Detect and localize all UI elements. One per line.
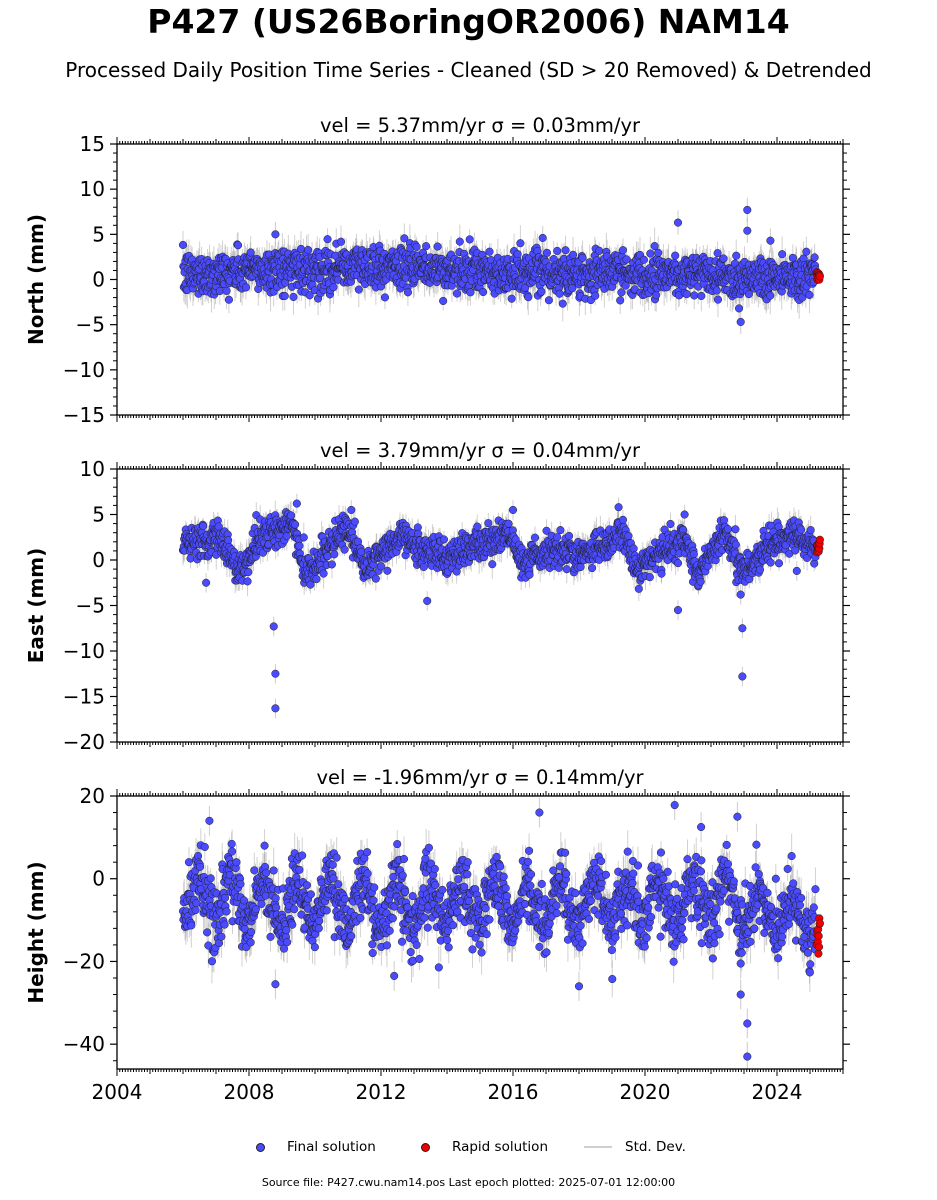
final-point bbox=[732, 251, 741, 260]
final-point-outlier bbox=[743, 226, 752, 235]
final-point bbox=[178, 240, 188, 249]
final-point-outlier bbox=[673, 218, 683, 227]
final-point bbox=[465, 235, 474, 244]
final-point bbox=[622, 255, 631, 264]
final-point bbox=[639, 255, 648, 264]
final-point bbox=[329, 283, 338, 292]
final-point bbox=[241, 283, 251, 292]
final-point bbox=[788, 253, 797, 262]
final-point-outlier bbox=[766, 236, 775, 245]
chart-title: P427 (US26BoringOR2006) NAM14 bbox=[147, 2, 790, 41]
final-point bbox=[400, 234, 409, 243]
chart-subtitle: Processed Daily Position Time Series - C… bbox=[65, 58, 872, 82]
y-tick-label: 0 bbox=[92, 268, 105, 292]
final-point bbox=[452, 289, 462, 298]
final-point-outlier bbox=[735, 304, 744, 313]
final-point bbox=[537, 287, 546, 296]
final-point bbox=[616, 296, 625, 305]
final-point bbox=[713, 249, 722, 258]
final-point-outlier bbox=[743, 205, 752, 214]
final-point bbox=[323, 235, 332, 244]
final-point bbox=[422, 242, 431, 251]
final-point bbox=[569, 250, 578, 259]
north-final-points bbox=[178, 205, 820, 327]
final-point-outlier bbox=[736, 317, 745, 327]
final-point bbox=[485, 247, 494, 256]
final-point bbox=[403, 288, 412, 297]
final-point bbox=[516, 239, 525, 248]
final-point-outlier bbox=[271, 230, 280, 239]
final-point bbox=[802, 247, 811, 256]
final-point bbox=[561, 246, 570, 255]
final-point bbox=[671, 251, 680, 260]
final-point bbox=[280, 291, 289, 301]
final-point bbox=[215, 286, 224, 296]
y-tick-label: −5 bbox=[76, 313, 105, 337]
final-point bbox=[246, 248, 255, 257]
final-point bbox=[652, 291, 661, 300]
final-point-outlier bbox=[538, 233, 547, 242]
final-point bbox=[805, 290, 814, 300]
final-point bbox=[222, 286, 231, 295]
final-point bbox=[697, 291, 706, 301]
final-point bbox=[507, 294, 516, 303]
final-point bbox=[618, 246, 628, 255]
y-tick-label: 15 bbox=[80, 132, 105, 156]
final-point bbox=[439, 296, 448, 306]
east-data bbox=[178, 493, 824, 719]
final-point bbox=[555, 289, 564, 298]
final-point bbox=[553, 246, 562, 255]
final-point bbox=[412, 242, 421, 251]
final-point bbox=[646, 249, 655, 258]
final-point bbox=[455, 237, 464, 246]
final-point bbox=[479, 287, 488, 297]
final-point bbox=[558, 299, 567, 308]
final-point bbox=[524, 293, 533, 302]
final-point bbox=[233, 241, 243, 250]
final-point bbox=[304, 245, 313, 255]
north-data bbox=[178, 197, 824, 335]
north-rapid-points bbox=[812, 268, 824, 284]
final-point bbox=[712, 286, 721, 295]
final-point bbox=[766, 291, 775, 300]
y-tick-label: 5 bbox=[92, 222, 105, 246]
final-point bbox=[544, 296, 553, 305]
final-point bbox=[354, 285, 363, 294]
final-point bbox=[719, 254, 728, 263]
north-panel-title: vel = 5.37mm/yr σ = 0.03mm/yr bbox=[320, 114, 641, 137]
final-point bbox=[513, 250, 522, 259]
final-point bbox=[542, 248, 551, 257]
north-y-axis-label: North (mm) bbox=[24, 214, 48, 345]
final-point bbox=[713, 295, 723, 304]
final-point bbox=[810, 253, 819, 262]
y-tick-label: −10 bbox=[63, 358, 105, 382]
final-point bbox=[591, 291, 600, 300]
final-point bbox=[690, 291, 699, 300]
final-point bbox=[617, 288, 626, 297]
final-point bbox=[650, 242, 659, 251]
final-point bbox=[289, 292, 298, 302]
y-tick-label: −15 bbox=[63, 403, 105, 427]
final-point bbox=[305, 291, 314, 300]
final-point bbox=[380, 293, 390, 302]
final-point bbox=[778, 250, 787, 259]
final-point bbox=[744, 289, 753, 299]
final-point bbox=[568, 284, 577, 293]
final-point bbox=[466, 288, 475, 297]
y-tick-label: 10 bbox=[80, 177, 105, 201]
final-point bbox=[621, 281, 630, 290]
final-point bbox=[224, 295, 233, 304]
final-point bbox=[682, 290, 691, 299]
final-point bbox=[578, 253, 587, 262]
final-point bbox=[595, 246, 604, 255]
north-panel: 15 10 5 0 −5 −10 −15 vel = 5.37mm/yr σ = 0.03mm… bbox=[24, 114, 850, 427]
final-point bbox=[654, 248, 663, 257]
rapid-point bbox=[815, 272, 824, 281]
final-point bbox=[433, 242, 442, 251]
final-point bbox=[336, 237, 346, 246]
